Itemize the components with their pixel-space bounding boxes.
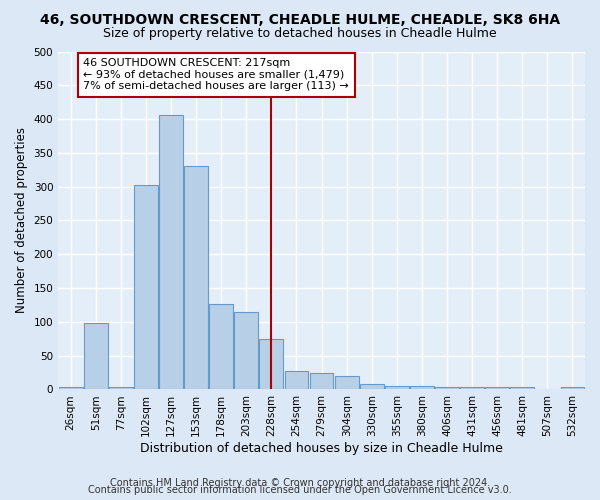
X-axis label: Distribution of detached houses by size in Cheadle Hulme: Distribution of detached houses by size … (140, 442, 503, 455)
Bar (259, 339, 283, 390)
Bar (109, 388, 133, 390)
Bar (209, 304, 233, 390)
Bar (310, 372, 334, 390)
Bar (335, 376, 359, 390)
Bar (410, 386, 434, 390)
Text: Contains public sector information licensed under the Open Government Licence v3: Contains public sector information licen… (88, 485, 512, 495)
Text: 46, SOUTHDOWN CRESCENT, CHEADLE HULME, CHEADLE, SK8 6HA: 46, SOUTHDOWN CRESCENT, CHEADLE HULME, C… (40, 12, 560, 26)
Bar (435, 388, 459, 390)
Bar (184, 166, 208, 390)
Bar (134, 186, 158, 390)
Bar (485, 388, 509, 390)
Bar (84, 322, 108, 390)
Text: Size of property relative to detached houses in Cheadle Hulme: Size of property relative to detached ho… (103, 28, 497, 40)
Bar (284, 370, 308, 390)
Bar (385, 386, 409, 390)
Text: Contains HM Land Registry data © Crown copyright and database right 2024.: Contains HM Land Registry data © Crown c… (110, 478, 490, 488)
Y-axis label: Number of detached properties: Number of detached properties (15, 128, 28, 314)
Bar (360, 384, 383, 390)
Bar (235, 312, 258, 390)
Bar (460, 388, 484, 390)
Bar (511, 388, 534, 390)
Bar (59, 388, 83, 390)
Text: 46 SOUTHDOWN CRESCENT: 217sqm
← 93% of detached houses are smaller (1,479)
7% of: 46 SOUTHDOWN CRESCENT: 217sqm ← 93% of d… (83, 58, 349, 92)
Bar (560, 388, 584, 390)
Bar (159, 115, 183, 390)
